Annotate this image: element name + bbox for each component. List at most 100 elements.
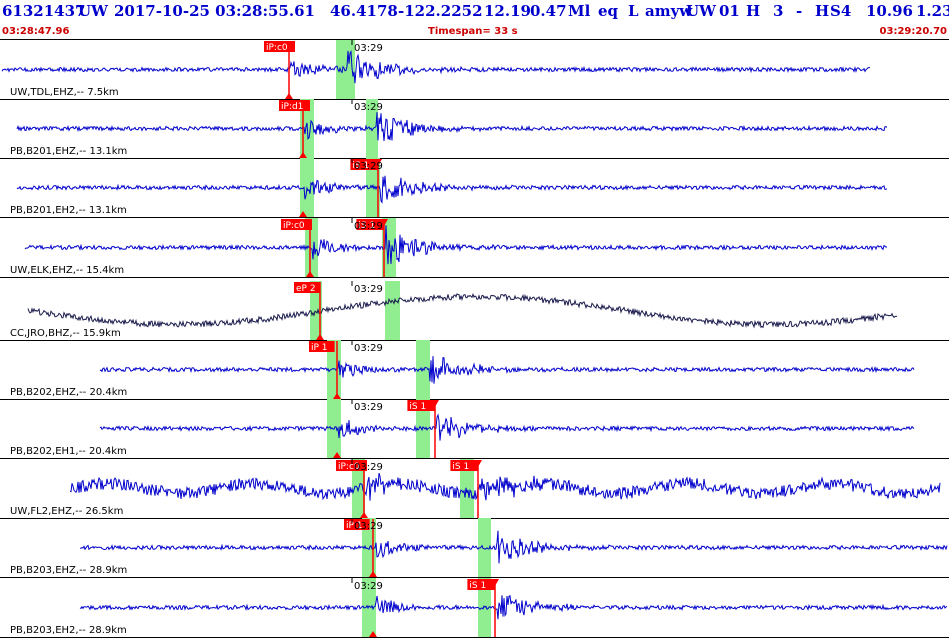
- s-window: [478, 518, 491, 577]
- version: 01: [719, 2, 740, 20]
- waveform-trace: [1, 50, 871, 84]
- analyst: amyw: [645, 2, 693, 20]
- s-pick-marker: [374, 159, 382, 166]
- s-pick-flag[interactable]: [450, 460, 478, 471]
- s-pick-flag[interactable]: [467, 579, 495, 590]
- p-pick-label[interactable]: iP:c0: [283, 221, 305, 231]
- channel-label: UW,TDL,EHZ,-- 7.5km: [10, 87, 119, 98]
- quality: H: [815, 2, 830, 20]
- s-pick-label[interactable]: iS 1: [358, 221, 375, 231]
- channel-label: PB,B203,EH2,-- 28.9km: [10, 625, 127, 636]
- event-type: eq: [598, 2, 619, 20]
- depth: 12.19: [484, 2, 531, 20]
- channel-label: PB,B202,EH1,-- 20.4km: [10, 446, 127, 457]
- s-pick-flag[interactable]: [356, 219, 384, 230]
- gtype: H: [746, 2, 761, 20]
- p-pick-flag[interactable]: [281, 219, 312, 230]
- minute-tick-label: 03:29: [354, 462, 383, 473]
- review-flag: L: [628, 2, 639, 20]
- arrival-marker: [369, 571, 377, 577]
- waveform-trace: [99, 356, 915, 384]
- event-id: 61321437: [2, 2, 86, 20]
- p-pick-label[interactable]: iP 1: [346, 521, 363, 531]
- channel-label: PB,B202,EHZ,-- 20.4km: [10, 387, 127, 398]
- arrival-marker: [333, 393, 341, 399]
- arrival-marker: [306, 271, 314, 277]
- p-pick-flag[interactable]: [294, 282, 320, 293]
- arrival-marker: [369, 631, 377, 637]
- arrival-marker: [299, 152, 307, 158]
- minute-tick-label: 03:29: [354, 284, 383, 295]
- channel-label: UW,FL2,EHZ,-- 26.5km: [10, 506, 123, 517]
- minute-tick-label: 03:29: [354, 221, 383, 232]
- minute-tick-label: 03:29: [354, 102, 383, 113]
- minute-tick-label: 03:29: [354, 161, 383, 172]
- p-window: [305, 218, 318, 277]
- p-pick-label[interactable]: iP 1: [311, 343, 328, 353]
- s-pick-label[interactable]: iS 1: [352, 161, 369, 171]
- arrival-marker: [299, 211, 307, 217]
- channel-label: PB,B203,EHZ,-- 28.9km: [10, 565, 127, 576]
- p-pick-flag[interactable]: [309, 341, 335, 352]
- longitude: -122.2252: [398, 2, 483, 20]
- gap: 10.96: [866, 2, 913, 20]
- origin-time: 2017-10-25 03:28:55.61: [114, 2, 315, 20]
- arrival-marker: [333, 452, 341, 458]
- waveform-trace: [79, 530, 948, 564]
- s-pick-flag[interactable]: [350, 159, 378, 170]
- waveform-trace: [24, 225, 888, 265]
- p-window: [362, 578, 376, 637]
- s-pick-label[interactable]: iS 1: [409, 402, 426, 412]
- pick-count: 3: [773, 2, 784, 20]
- timespan: Timespan= 33 s: [428, 26, 518, 37]
- s-pick-label[interactable]: iS 1: [469, 581, 486, 591]
- channel-label: PB,B201,EH2,-- 13.1km: [10, 205, 127, 216]
- s-pick-label[interactable]: iS 1: [452, 462, 469, 472]
- waveform-trace: [16, 112, 888, 142]
- s-window: [366, 99, 378, 158]
- end-time: 03:29:20.70: [879, 26, 947, 37]
- s-pick-marker: [431, 400, 439, 407]
- waveform-trace: [99, 413, 915, 441]
- p-pick-label[interactable]: eP 2: [296, 284, 316, 294]
- event-network: UW: [78, 2, 108, 20]
- p-window: [336, 40, 347, 99]
- s-window: [366, 158, 380, 217]
- p-pick-flag[interactable]: [344, 519, 370, 530]
- p-pick-label[interactable]: iP:d1: [281, 102, 303, 112]
- author-network: UW: [686, 2, 716, 20]
- s-window: [385, 281, 400, 340]
- minute-tick-label: 03:29: [354, 43, 383, 54]
- solution: S4: [830, 2, 852, 20]
- s-pick-marker: [491, 579, 499, 586]
- magnitude: 0.47: [530, 2, 567, 20]
- p-pick-flag[interactable]: [336, 460, 367, 471]
- s-pick-flag[interactable]: [407, 400, 435, 411]
- minute-tick-label: 03:29: [354, 343, 383, 354]
- p-pick-flag[interactable]: [279, 100, 310, 111]
- p-pick-flag[interactable]: [264, 41, 295, 52]
- waveform-trace: [79, 595, 948, 620]
- time-bar: 03:28:47.96 Timespan= 33 s 03:29:20.70: [0, 25, 949, 39]
- p-window: [310, 281, 322, 340]
- rms: 1.23: [916, 2, 949, 20]
- start-time: 03:28:47.96: [2, 26, 70, 37]
- p-pick-label[interactable]: iP:c0: [266, 43, 288, 53]
- waveform-trace: [69, 473, 941, 501]
- arrival-marker: [316, 334, 324, 340]
- minute-tick-label: 03:29: [354, 402, 383, 413]
- arrival-marker: [285, 93, 293, 99]
- p-pick-label[interactable]: iP:c0: [338, 462, 360, 472]
- waveform-trace: [27, 292, 898, 329]
- minute-tick-label: 03:29: [354, 521, 383, 532]
- s-window: [478, 578, 491, 637]
- waveform-trace: [16, 175, 888, 204]
- s-window: [346, 40, 355, 99]
- channel-label: UW,ELK,EHZ,-- 15.4km: [10, 265, 124, 276]
- s-pick-marker: [474, 460, 482, 467]
- event-summary-header: 61321437 UW 2017-10-25 03:28:55.61 46.41…: [0, 0, 949, 25]
- channel-label: CC,JRO,BHZ,-- 15.9km: [10, 328, 121, 339]
- dash: -: [796, 2, 803, 20]
- latitude: 46.4178: [330, 2, 398, 20]
